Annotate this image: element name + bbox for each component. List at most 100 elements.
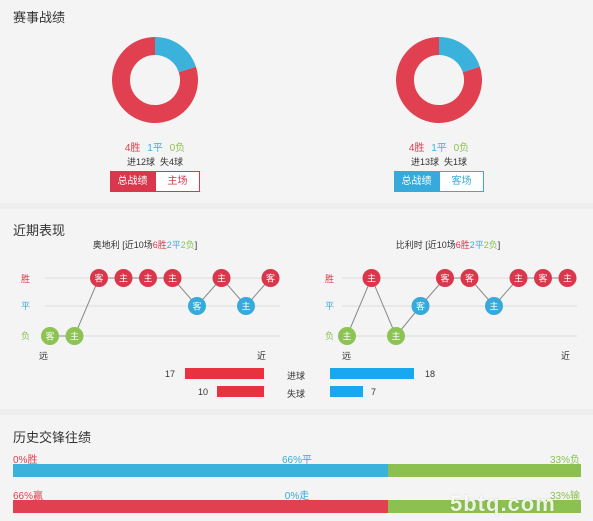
right-match-3-marker[interactable] (387, 327, 405, 345)
right-match-9-marker[interactable] (534, 269, 552, 287)
left-goals-against-bar (217, 386, 264, 397)
right-match-7-venue: 主 (489, 301, 498, 312)
right-record-wdl: 4胜 1平 0负 (379, 139, 499, 154)
left-legend-loss: 负 (21, 331, 31, 341)
watermark: 5btq.com (450, 491, 556, 516)
left-donut-win-slice (112, 37, 198, 123)
right-tab-away[interactable]: 客场 (439, 171, 484, 192)
left-match-6-marker[interactable] (163, 269, 182, 287)
right-match-6-venue: 客 (465, 273, 474, 284)
record-title: 赛事战绩 (13, 10, 66, 25)
right-record-donut (396, 37, 482, 123)
right-match-4-marker[interactable] (411, 297, 430, 315)
left-match-9-venue: 主 (241, 301, 250, 312)
h2h-row1-loss-segment (388, 464, 581, 477)
h2h-row2-bar (13, 500, 581, 513)
left-form-header: 奥地利 [近10场6胜2平2负] (50, 238, 240, 251)
right-legend-win: 胜 (325, 274, 335, 284)
left-record-wdl: 4胜 1平 0负 (95, 139, 215, 154)
h2h-row1-mid: 66%平 (281, 455, 312, 466)
head-to-head-title: 历史交锋往绩 (13, 430, 92, 445)
left-match-2-marker[interactable] (65, 327, 84, 345)
left-match-8-marker[interactable] (212, 269, 231, 287)
right-match-2-venue: 主 (367, 273, 376, 284)
left-match-9-marker[interactable] (237, 297, 255, 315)
left-goals: 进12球 失4球 (126, 157, 184, 167)
left-match-3-venue: 客 (94, 273, 103, 284)
right-goals-for-bar (330, 368, 414, 379)
right-match-6-marker[interactable] (460, 269, 479, 287)
right-match-5-marker[interactable] (436, 269, 454, 287)
right-form-chart: 主主主客客 客主主客主 (338, 269, 577, 345)
left-form-line (50, 277, 271, 337)
left-match-10-marker[interactable] (261, 269, 280, 287)
h2h-row2-right: 33%输 (549, 491, 580, 502)
h2h-row2-win-segment (13, 500, 388, 513)
right-match-1-marker[interactable] (338, 327, 356, 345)
right-match-8-marker[interactable] (509, 269, 528, 287)
right-summary-losses: 2负 (483, 240, 498, 250)
right-donut-draw-slice (438, 37, 480, 73)
left-match-7-marker[interactable] (188, 297, 206, 315)
right-axis-far: 远 (342, 351, 352, 361)
left-form-chart: 客主客主主主客主主客 (41, 269, 280, 345)
h2h-row1-bar (13, 464, 581, 477)
left-match-1-venue: 客 (45, 331, 54, 342)
left-match-3-marker[interactable] (90, 269, 108, 287)
left-match-4-marker[interactable] (114, 269, 133, 287)
h2h-row1-right: 33%负 (549, 455, 580, 466)
left-tab-total[interactable]: 总战绩 (110, 171, 155, 192)
right-match-5-venue: 客 (440, 273, 449, 284)
right-summary-pre: [近10场 (422, 240, 456, 250)
left-team-name: 奥地利 (92, 240, 120, 250)
right-match-4-venue: 客 (416, 301, 425, 312)
right-match-9-venue: 客 (538, 273, 547, 284)
left-summary-draws: 2平 (166, 240, 181, 250)
right-match-10-marker[interactable] (558, 269, 577, 287)
left-match-1-marker[interactable] (41, 327, 59, 345)
left-draws: 1平 (147, 143, 163, 154)
left-match-10-venue: 客 (266, 273, 275, 284)
left-goals-for-bar (185, 368, 264, 379)
h2h-row1-left: 0%胜 (13, 455, 38, 466)
right-legend-loss: 负 (325, 331, 335, 341)
right-wins: 4胜 (408, 143, 425, 154)
left-tab-home[interactable]: 主场 (155, 171, 200, 192)
left-axis-near: 近 (257, 351, 267, 361)
right-goals-for-value: 18 (425, 369, 436, 379)
left-match-6-venue: 主 (168, 273, 177, 284)
left-goals-against-value: 10 (197, 387, 208, 397)
right-team-name: 比利时 (395, 240, 423, 250)
left-summary-post: ] (194, 240, 198, 250)
right-form-header: 比利时 [近10场6胜2平2负] (353, 238, 543, 251)
right-summary-post: ] (497, 240, 501, 250)
right-match-7-marker[interactable] (485, 297, 503, 315)
left-match-8-venue: 主 (217, 273, 226, 284)
right-axis-near: 近 (561, 351, 571, 361)
right-summary-draws: 2平 (469, 240, 484, 250)
right-match-3-venue: 主 (391, 331, 400, 342)
right-match-8-venue: 主 (514, 273, 523, 284)
h2h-row2-loss-segment (388, 500, 581, 513)
h2h-row2-left: 66%赢 (13, 491, 44, 502)
left-match-7-venue: 客 (192, 301, 201, 312)
right-draws: 1平 (431, 143, 447, 154)
right-match-2-marker[interactable] (362, 269, 381, 287)
goals-for-label: 进球 (287, 371, 306, 381)
left-match-5-venue: 主 (143, 273, 152, 284)
right-donut-win-slice (396, 37, 482, 123)
right-goals: 进13球 失1球 (410, 157, 468, 167)
record-panel: 赛事战绩 4胜 1平 0负 进12球 失4球 总战绩 主场 4胜 1平 0负 进… (0, 0, 593, 203)
left-record-donut (112, 37, 198, 123)
right-goals-against-value: 7 (371, 387, 377, 397)
right-form-line (346, 276, 568, 337)
left-match-5-marker[interactable] (139, 269, 157, 287)
left-legend-draw: 平 (21, 301, 31, 311)
left-summary-losses: 2负 (180, 240, 195, 250)
h2h-row1-draw-segment (13, 464, 388, 477)
left-goals-for-value: 17 (164, 369, 175, 379)
goals-against-label: 失球 (287, 389, 306, 399)
left-losses: 0负 (169, 143, 186, 154)
h2h-row2-mid: 0%走 (284, 491, 310, 502)
right-tab-total[interactable]: 总战绩 (394, 171, 439, 192)
